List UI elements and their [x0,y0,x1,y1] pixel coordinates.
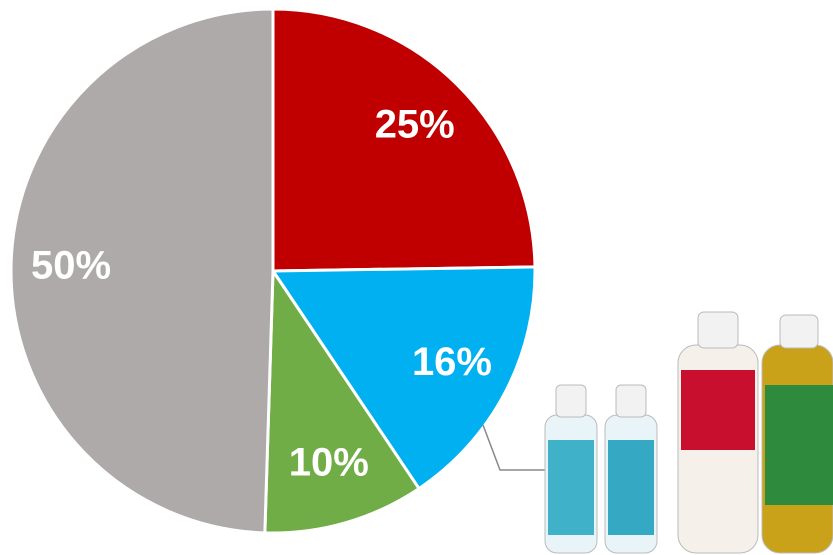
data-label: 25% [375,103,455,147]
data-label: 50% [31,243,111,287]
pie [9,7,537,535]
slice [9,7,275,535]
connector [482,424,545,471]
slice [271,7,537,273]
data-label: 10% [289,441,369,485]
product-image [544,311,833,554]
slice [263,266,422,535]
data-label: 16% [412,340,492,384]
slice [270,265,537,491]
labels: 25% 16% 10% 50% [31,103,492,485]
